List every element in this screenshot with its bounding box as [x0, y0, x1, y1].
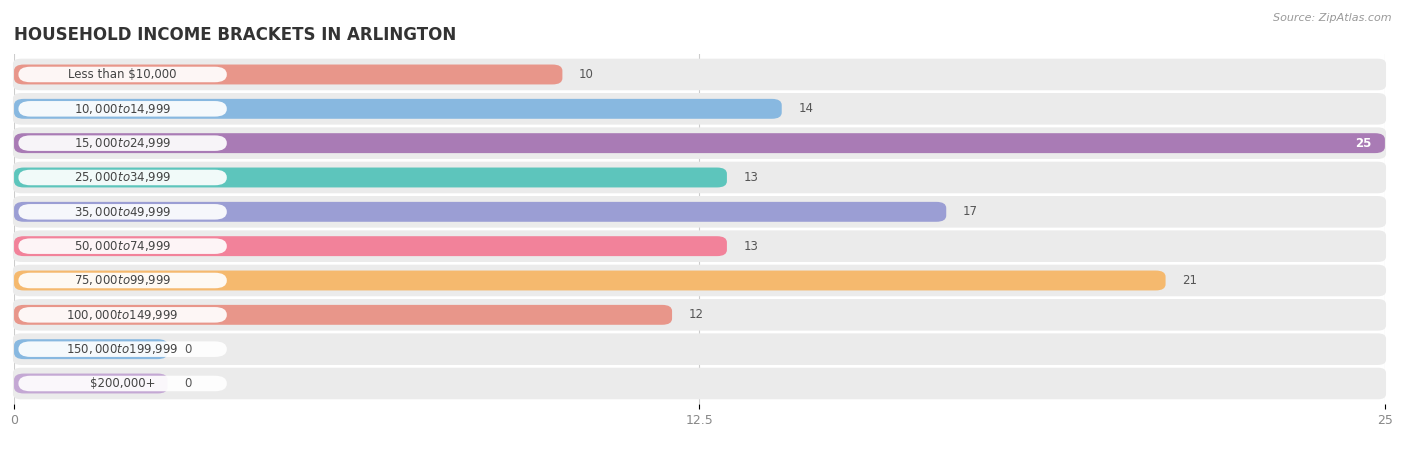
FancyBboxPatch shape: [14, 99, 782, 119]
FancyBboxPatch shape: [18, 67, 226, 82]
Text: $10,000 to $14,999: $10,000 to $14,999: [75, 102, 172, 116]
Text: $75,000 to $99,999: $75,000 to $99,999: [75, 273, 172, 287]
Text: 14: 14: [799, 102, 813, 115]
FancyBboxPatch shape: [13, 333, 1386, 365]
Text: HOUSEHOLD INCOME BRACKETS IN ARLINGTON: HOUSEHOLD INCOME BRACKETS IN ARLINGTON: [14, 26, 457, 44]
FancyBboxPatch shape: [13, 368, 1386, 399]
Text: Source: ZipAtlas.com: Source: ZipAtlas.com: [1274, 13, 1392, 23]
Text: 21: 21: [1182, 274, 1197, 287]
FancyBboxPatch shape: [14, 133, 1385, 153]
Text: $100,000 to $149,999: $100,000 to $149,999: [66, 308, 179, 322]
Text: 13: 13: [744, 240, 758, 253]
Text: 13: 13: [744, 171, 758, 184]
FancyBboxPatch shape: [14, 65, 562, 84]
FancyBboxPatch shape: [18, 376, 226, 391]
FancyBboxPatch shape: [14, 339, 167, 359]
Text: 12: 12: [689, 308, 703, 321]
FancyBboxPatch shape: [14, 305, 672, 325]
FancyBboxPatch shape: [18, 101, 226, 117]
Text: $150,000 to $199,999: $150,000 to $199,999: [66, 342, 179, 356]
Text: 10: 10: [579, 68, 593, 81]
FancyBboxPatch shape: [13, 93, 1386, 125]
FancyBboxPatch shape: [18, 136, 226, 151]
FancyBboxPatch shape: [14, 374, 167, 393]
FancyBboxPatch shape: [18, 204, 226, 220]
FancyBboxPatch shape: [13, 265, 1386, 296]
Text: $15,000 to $24,999: $15,000 to $24,999: [75, 136, 172, 150]
FancyBboxPatch shape: [14, 271, 1166, 291]
FancyBboxPatch shape: [18, 170, 226, 185]
FancyBboxPatch shape: [14, 202, 946, 222]
Text: $25,000 to $34,999: $25,000 to $34,999: [75, 171, 172, 185]
Text: 17: 17: [963, 205, 977, 218]
Text: $35,000 to $49,999: $35,000 to $49,999: [75, 205, 172, 219]
Text: 25: 25: [1355, 136, 1371, 150]
FancyBboxPatch shape: [13, 196, 1386, 228]
FancyBboxPatch shape: [18, 341, 226, 357]
Text: 0: 0: [184, 377, 191, 390]
Text: Less than $10,000: Less than $10,000: [69, 68, 177, 81]
FancyBboxPatch shape: [18, 307, 226, 322]
Text: $50,000 to $74,999: $50,000 to $74,999: [75, 239, 172, 253]
FancyBboxPatch shape: [13, 230, 1386, 262]
Text: $200,000+: $200,000+: [90, 377, 156, 390]
FancyBboxPatch shape: [18, 273, 226, 288]
FancyBboxPatch shape: [13, 128, 1386, 159]
FancyBboxPatch shape: [14, 167, 727, 187]
FancyBboxPatch shape: [14, 236, 727, 256]
FancyBboxPatch shape: [18, 238, 226, 254]
FancyBboxPatch shape: [13, 59, 1386, 90]
FancyBboxPatch shape: [13, 299, 1386, 330]
Text: 0: 0: [184, 343, 191, 356]
FancyBboxPatch shape: [13, 162, 1386, 193]
